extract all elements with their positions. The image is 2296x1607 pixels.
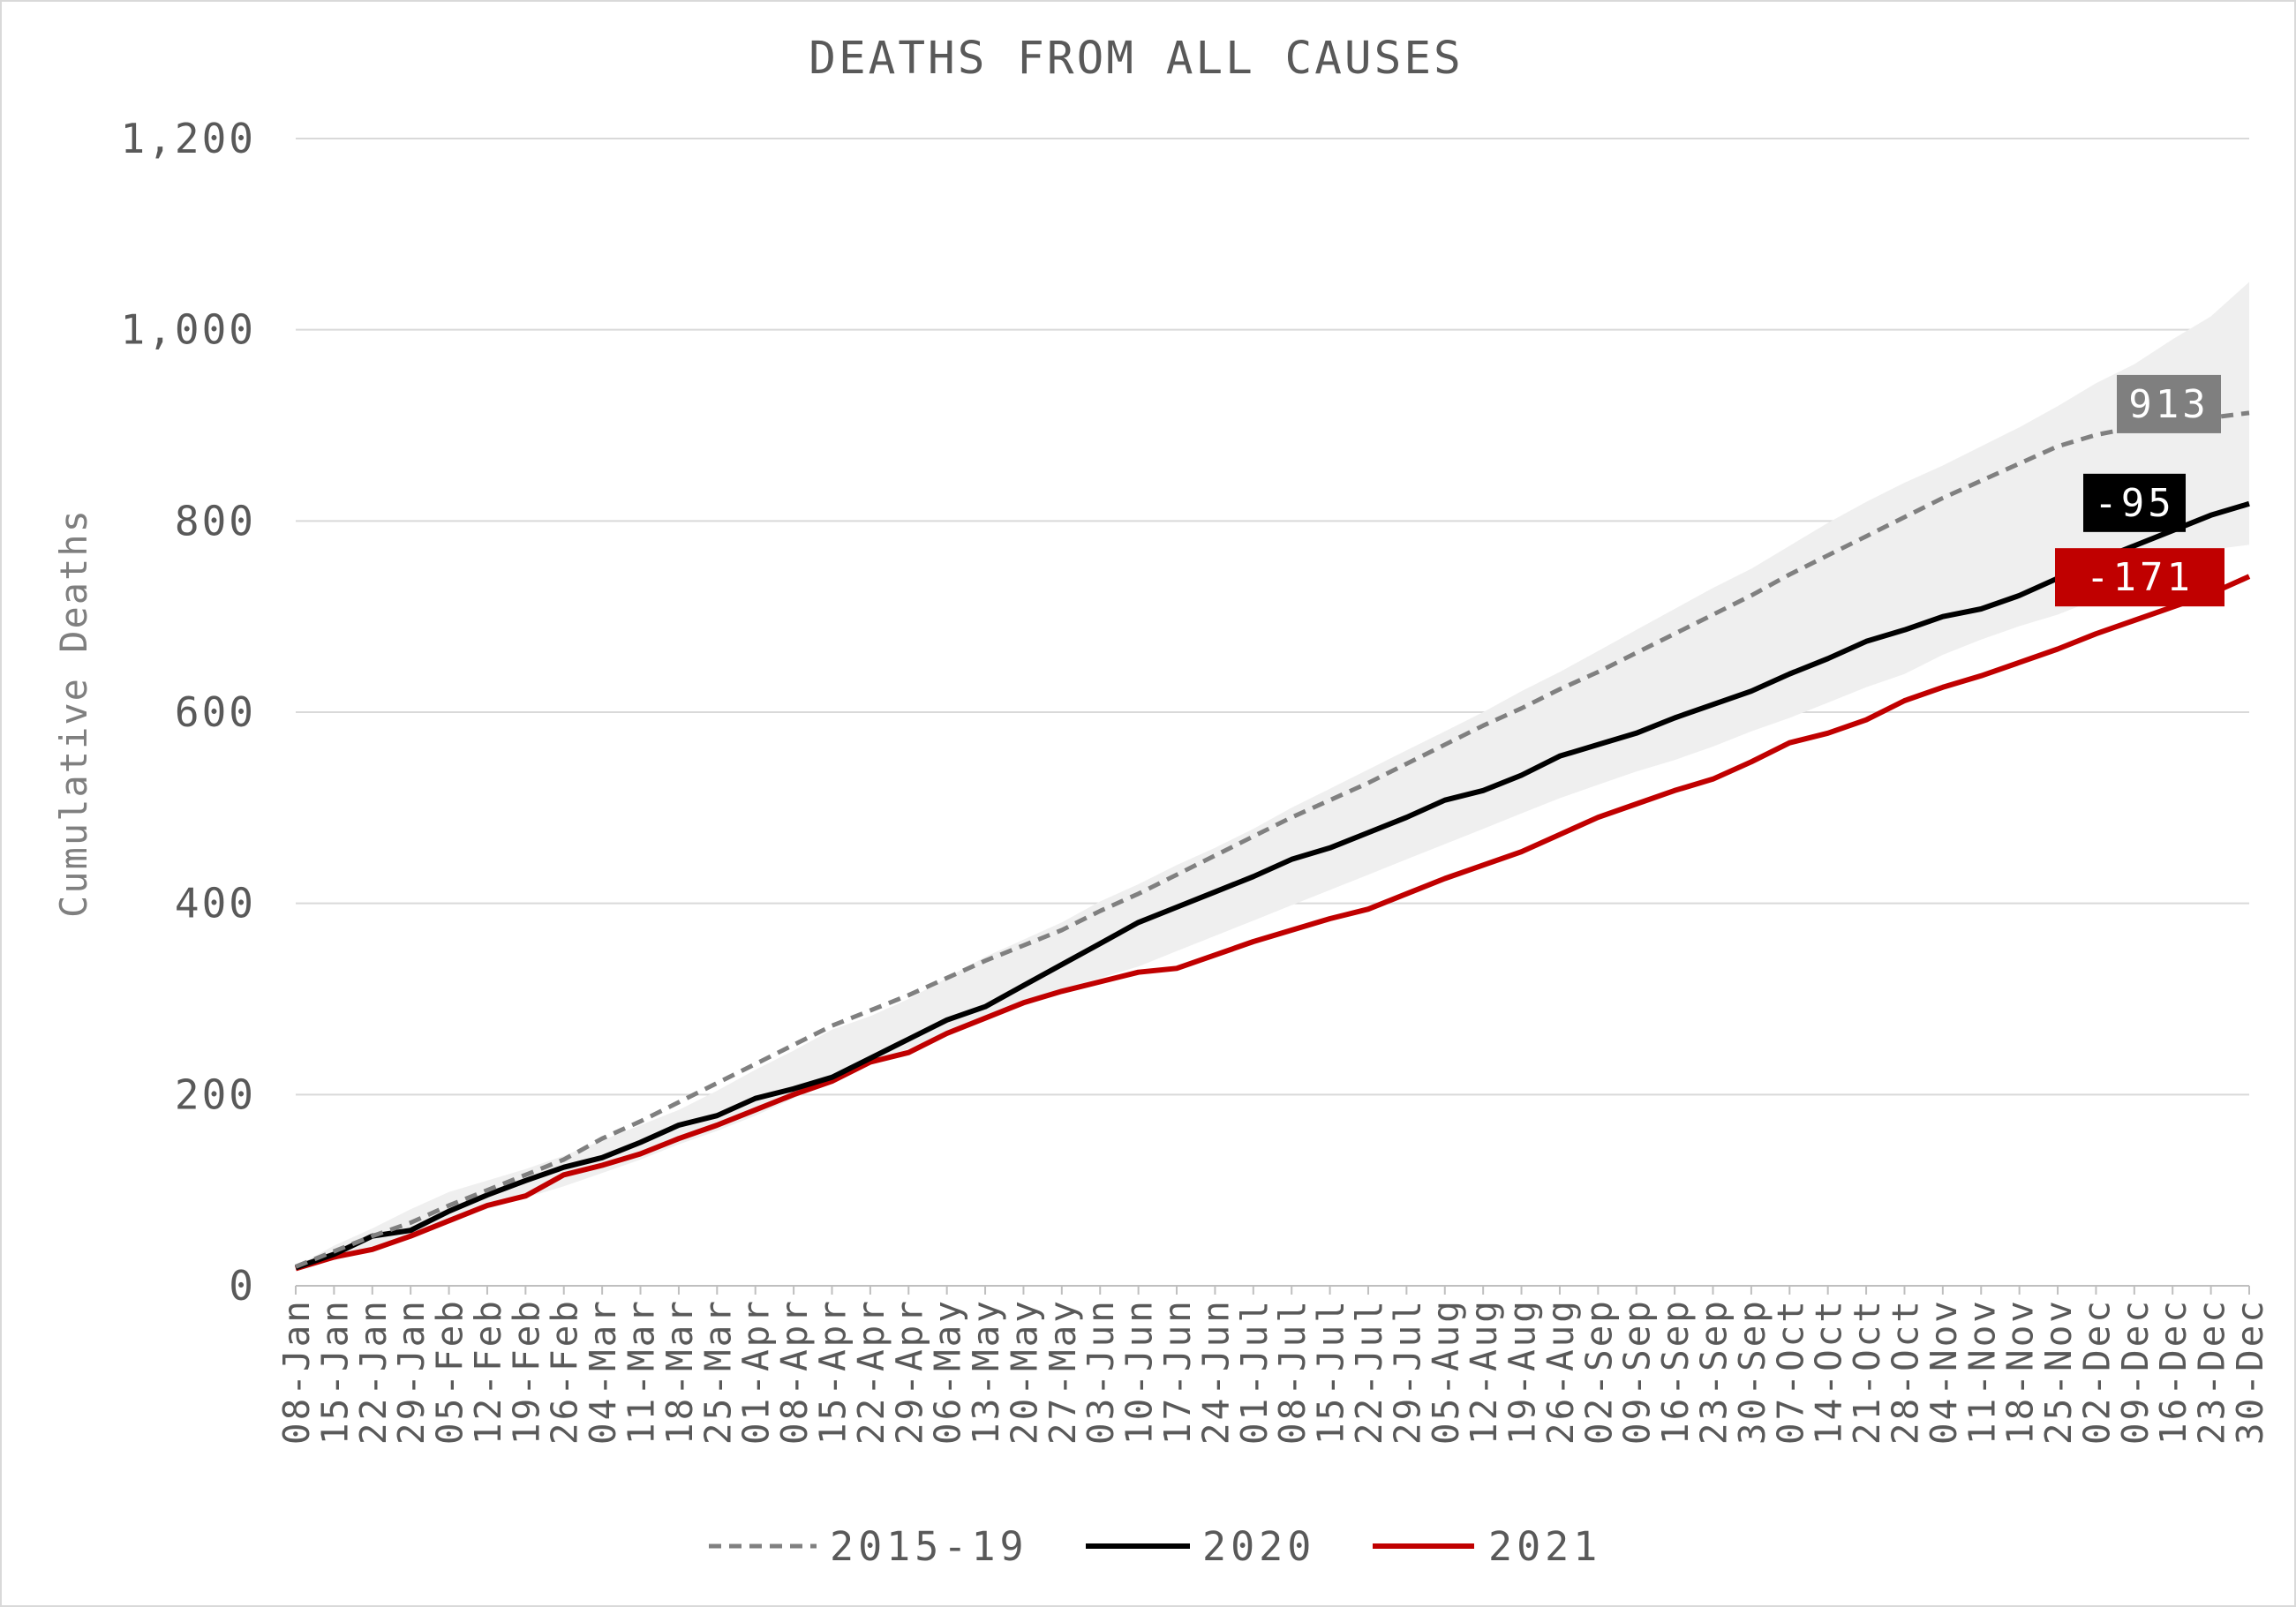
y-axis: 0 200 400 600 800 1,000 1,200 <box>121 115 256 1310</box>
x-tick-label: 16-Dec <box>2152 1298 2194 1445</box>
series-line-2021 <box>295 574 2251 1272</box>
x-tick-label: 04-Mar <box>582 1298 624 1445</box>
series-line-2015-19 <box>295 410 2250 1269</box>
end-label-2021: -171 <box>2086 555 2194 600</box>
x-tick-label: 18-Mar <box>659 1298 701 1445</box>
x-tick-label: 04-Nov <box>1923 1298 1965 1445</box>
y-tick-label: 1,200 <box>121 115 256 162</box>
end-label-box-2021 <box>2055 548 2224 607</box>
x-tick-label: 13-May <box>965 1298 1007 1445</box>
y-tick-label: 600 <box>175 688 256 736</box>
y-tick-label: 800 <box>175 497 256 544</box>
end-label-2015-19: 913 <box>2128 382 2209 427</box>
x-tick-label: 18-Nov <box>1999 1298 2042 1445</box>
x-tick-label: 08-Jul <box>1271 1298 1314 1445</box>
x-tick-label: 22-Jul <box>1348 1298 1390 1445</box>
legend-label-2015-19: 2015-19 <box>830 1523 1028 1570</box>
x-tick-label: 06-May <box>927 1298 969 1445</box>
x-tick-label: 26-Feb <box>544 1298 586 1445</box>
end-label-box-2015-19 <box>2117 374 2221 433</box>
x-tick-label: 20-May <box>1004 1298 1046 1445</box>
x-tick-label: 10-Jun <box>1118 1298 1161 1445</box>
x-tick-label: 24-Jun <box>1194 1298 1237 1445</box>
y-axis-label: Cumulative Deaths <box>52 508 95 918</box>
series-lines <box>295 410 2251 1272</box>
y-tick-label: 0 <box>229 1262 256 1310</box>
y-tick-label: 400 <box>175 880 256 927</box>
x-tick-label: 05-Aug <box>1425 1298 1467 1445</box>
x-tick-label: 05-Feb <box>429 1298 471 1445</box>
x-tick-label: 23-Sep <box>1693 1298 1735 1445</box>
x-tick-label: 25-Mar <box>696 1298 739 1445</box>
x-tick-label: 29-Jan <box>390 1298 433 1445</box>
historical-range-band <box>296 282 2249 1270</box>
gridlines <box>296 138 2249 1096</box>
x-tick-label: 29-Jul <box>1386 1298 1428 1445</box>
x-tick-label: 09-Sep <box>1616 1298 1659 1445</box>
end-label-box-2020 <box>2083 473 2186 532</box>
x-tick-label: 29-Apr <box>888 1298 930 1445</box>
x-tick-label: 15-Jan <box>313 1298 356 1445</box>
x-tick-label: 19-Aug <box>1502 1298 1544 1445</box>
x-tick-label: 30-Sep <box>1731 1298 1773 1445</box>
x-tick-label: 16-Sep <box>1654 1298 1697 1445</box>
x-tick-label: 23-Dec <box>2191 1298 2233 1445</box>
x-tick-label: 11-Nov <box>1961 1298 2003 1445</box>
x-tick-label: 07-Oct <box>1769 1298 1811 1445</box>
chart-title: DEATHS FROM ALL CAUSES <box>809 33 1464 85</box>
x-tick-label: 15-Apr <box>812 1298 854 1445</box>
y-tick-label: 200 <box>175 1070 256 1118</box>
legend-label-2021: 2021 <box>1488 1523 1601 1570</box>
x-tick-label: 12-Aug <box>1463 1298 1505 1445</box>
x-tick-label: 25-Nov <box>2037 1298 2080 1445</box>
x-tick-label: 26-Aug <box>1539 1298 1582 1445</box>
range-band <box>296 282 2249 1270</box>
x-tick-label: 28-Oct <box>1885 1298 1927 1445</box>
x-axis: 08-Jan15-Jan22-Jan29-Jan05-Feb12-Feb19-F… <box>275 1285 2271 1445</box>
legend-label-2020: 2020 <box>1202 1523 1315 1570</box>
series-line-2020 <box>295 500 2250 1271</box>
x-tick-label: 14-Oct <box>1808 1298 1850 1445</box>
y-tick-label: 1,000 <box>121 306 256 354</box>
x-tick-label: 19-Feb <box>505 1298 547 1445</box>
x-tick-label: 02-Dec <box>2075 1298 2118 1445</box>
end-label-2020: -95 <box>2094 481 2174 526</box>
x-tick-label: 03-Jun <box>1080 1298 1122 1445</box>
x-tick-label: 27-May <box>1042 1298 1084 1445</box>
x-tick-label: 09-Dec <box>2114 1298 2157 1445</box>
x-tick-label: 30-Dec <box>2229 1298 2271 1445</box>
x-tick-label: 22-Apr <box>850 1298 892 1445</box>
x-tick-label: 01-Jul <box>1233 1298 1276 1445</box>
end-labels: 913 -95 -171 <box>2055 374 2224 607</box>
x-tick-label: 12-Feb <box>467 1298 509 1445</box>
x-tick-label: 22-Jan <box>352 1298 395 1445</box>
x-tick-label: 11-Mar <box>621 1298 663 1445</box>
x-tick-label: 01-Apr <box>735 1298 778 1445</box>
x-tick-label: 08-Apr <box>773 1298 816 1445</box>
x-tick-label: 08-Jan <box>275 1298 318 1445</box>
x-tick-label: 15-Jul <box>1310 1298 1352 1445</box>
x-tick-label: 21-Oct <box>1846 1298 1888 1445</box>
legend: 2015-19 2020 2021 <box>709 1523 1601 1570</box>
x-tick-label: 17-Jun <box>1156 1298 1199 1445</box>
x-tick-label: 02-Sep <box>1577 1298 1620 1445</box>
